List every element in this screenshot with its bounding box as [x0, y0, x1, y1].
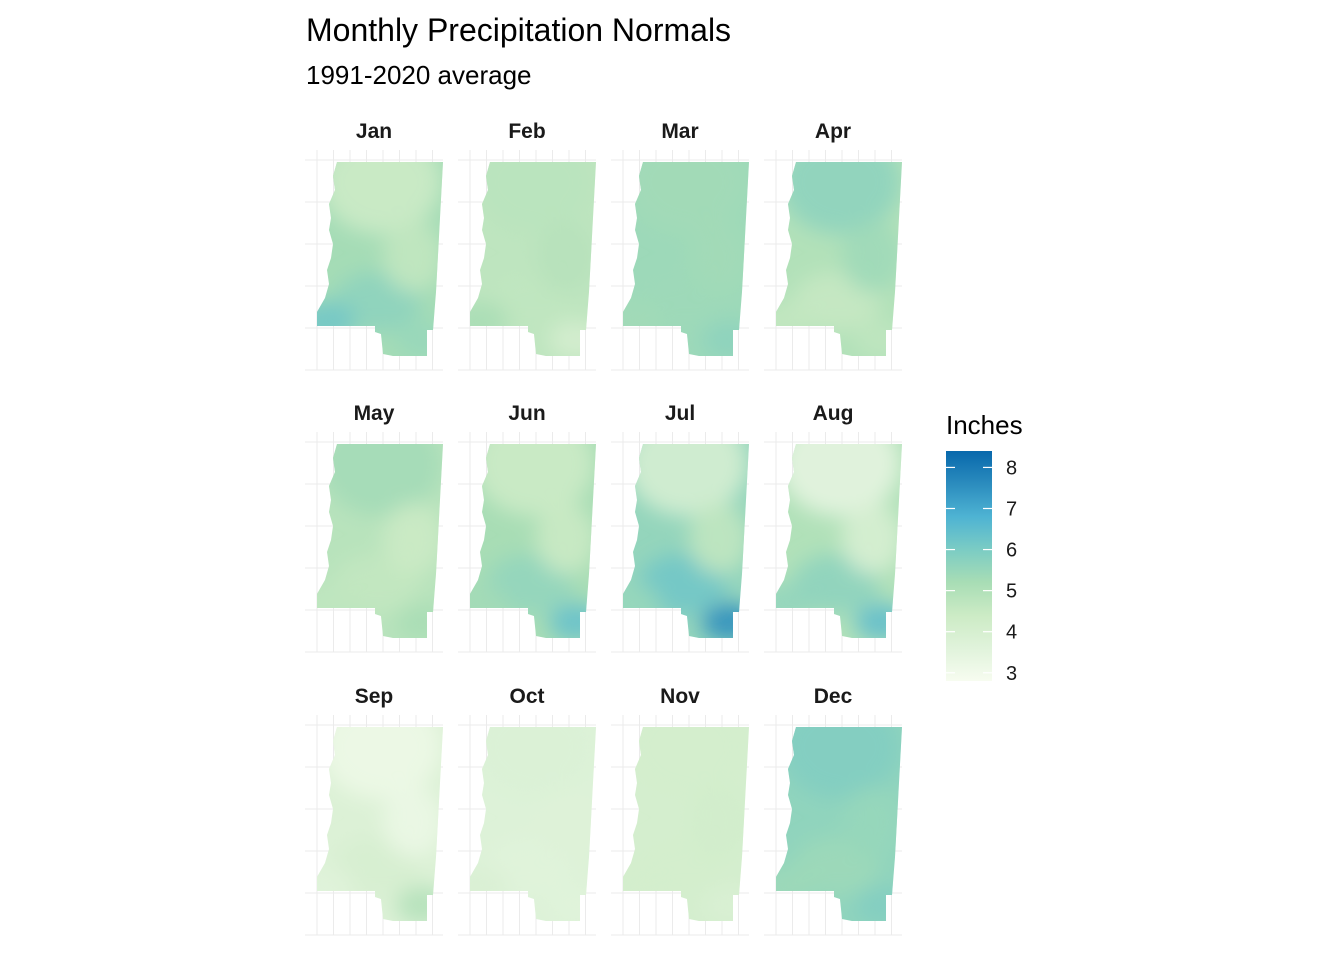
state-map — [776, 162, 902, 356]
region-southeast — [395, 320, 443, 356]
region-southwest — [317, 583, 356, 625]
legend-tick-label: 3 — [1006, 663, 1017, 685]
region-southwest — [317, 301, 356, 343]
region-east-center — [535, 503, 596, 575]
facet-label: Apr — [815, 120, 851, 143]
legend-ticks: 3 4 5 6 7 8 — [946, 457, 1017, 685]
legend-tick-label: 5 — [1006, 581, 1017, 603]
facet-panel-may: May — [305, 402, 443, 653]
region-east-center — [382, 221, 443, 293]
region-north — [320, 727, 442, 800]
region-east-center — [841, 221, 902, 293]
state-map — [317, 162, 443, 356]
region-north — [779, 162, 901, 235]
region-southwest — [623, 866, 662, 908]
state-map — [776, 727, 902, 921]
region-southwest — [776, 866, 815, 908]
state-map — [623, 727, 749, 921]
facet-label: Sep — [355, 685, 394, 708]
region-southeast — [854, 602, 902, 638]
facet-label: Oct — [509, 685, 544, 708]
facet-label: Jun — [508, 402, 545, 425]
facet-panel-nov: Nov — [611, 685, 749, 936]
region-southwest — [623, 583, 662, 625]
facet-panel-jun: Jun — [458, 402, 596, 653]
region-southeast — [548, 602, 596, 638]
region-north — [626, 727, 748, 800]
chart-title: Monthly Precipitation Normals — [306, 12, 731, 48]
facet-label: Jul — [665, 402, 695, 425]
state-map — [470, 162, 596, 356]
facet-panel-oct: Oct — [458, 685, 596, 936]
region-north — [473, 444, 595, 517]
state-map — [623, 162, 749, 356]
region-southeast — [701, 885, 749, 921]
region-north — [473, 727, 595, 800]
region-southwest — [317, 866, 356, 908]
state-map — [317, 444, 443, 638]
region-southeast — [854, 885, 902, 921]
region-east-center — [688, 503, 749, 575]
region-southwest — [470, 583, 509, 625]
facet-label: Dec — [814, 685, 853, 708]
legend-title: Inches — [946, 410, 1023, 440]
region-southeast — [395, 602, 443, 638]
facet-label: Nov — [660, 685, 700, 708]
legend-tick-label: 4 — [1006, 622, 1017, 644]
region-southeast — [701, 602, 749, 638]
region-north — [626, 444, 748, 517]
region-east-center — [382, 786, 443, 858]
region-east-center — [688, 786, 749, 858]
region-southeast — [701, 320, 749, 356]
facet-panel-sep: Sep — [305, 685, 443, 936]
region-east-center — [535, 786, 596, 858]
state-map — [623, 444, 749, 638]
region-southwest — [623, 301, 662, 343]
region-east-center — [841, 503, 902, 575]
region-north — [320, 444, 442, 517]
region-east-center — [688, 221, 749, 293]
region-southeast — [548, 885, 596, 921]
state-map — [776, 444, 902, 638]
region-north — [779, 727, 901, 800]
region-southeast — [854, 320, 902, 356]
facet-label: Mar — [661, 120, 698, 143]
state-map — [470, 444, 596, 638]
region-north — [473, 162, 595, 235]
region-north — [626, 162, 748, 235]
region-southwest — [470, 301, 509, 343]
legend: Inches 3 4 5 6 7 8 — [946, 410, 1023, 685]
legend-tick-label: 8 — [1006, 457, 1017, 479]
facet-panel-jul: Jul — [611, 402, 749, 653]
region-east-center — [382, 503, 443, 575]
facet-label: Aug — [813, 402, 854, 425]
region-southeast — [395, 885, 443, 921]
legend-tick-label: 6 — [1006, 540, 1017, 562]
region-east-center — [841, 786, 902, 858]
region-southwest — [776, 301, 815, 343]
facet-label: Jan — [356, 120, 392, 143]
facet-panel-jan: Jan — [305, 120, 443, 371]
state-map — [317, 727, 443, 921]
facet-label: May — [354, 402, 395, 425]
state-map — [470, 727, 596, 921]
region-east-center — [535, 221, 596, 293]
chart-subtitle: 1991-2020 average — [306, 60, 532, 90]
legend-colorbar — [946, 451, 992, 681]
region-southwest — [776, 583, 815, 625]
region-southwest — [470, 866, 509, 908]
legend-tick-label: 7 — [1006, 499, 1017, 521]
facet-panel-aug: Aug — [764, 402, 902, 653]
facet-panel-feb: Feb — [458, 120, 596, 371]
region-north — [779, 444, 901, 517]
region-north — [320, 162, 442, 235]
facet-panel-mar: Mar — [611, 120, 749, 371]
facet-panels: Jan Feb Mar Apr May Jun Jul Aug Sep Oct Nov Dec — [305, 120, 902, 936]
facet-panel-apr: Apr — [764, 120, 902, 371]
facet-label: Feb — [508, 120, 545, 143]
facet-panel-dec: Dec — [764, 685, 902, 936]
region-southeast — [548, 320, 596, 356]
